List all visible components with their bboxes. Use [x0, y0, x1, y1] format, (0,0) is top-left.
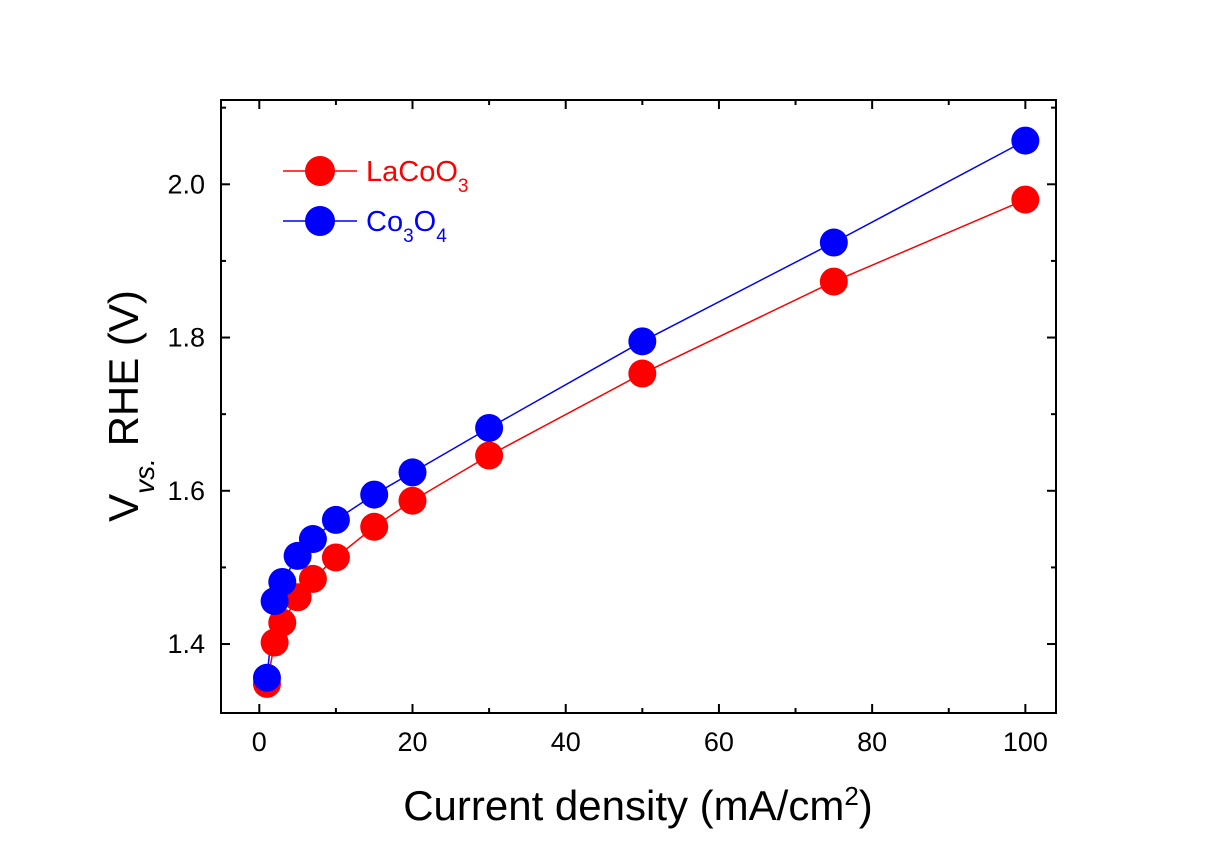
axis-ticks: 0 20 40 60 80 100 1.4 1.6 1.8 2.0: [167, 100, 1056, 757]
series-line-0: [266, 198, 1026, 685]
data-point-series-0: [819, 267, 848, 296]
data-point-series-1: [298, 525, 327, 554]
data-point-series-0: [398, 486, 427, 515]
data-point-series-1: [268, 567, 297, 596]
y-tick-label: 1.6: [167, 476, 205, 506]
plot-frame: [220, 99, 1057, 714]
x-tick-label: 60: [704, 727, 734, 757]
data-point-series-1: [628, 327, 657, 356]
legend-label-co3o4: Co3O4: [366, 206, 447, 247]
data-point-series-0: [298, 564, 327, 593]
x-tick-label: 80: [857, 727, 887, 757]
data-point-series-0: [475, 441, 504, 470]
x-tick-label: 0: [252, 727, 267, 757]
x-tick-label: 40: [551, 727, 581, 757]
data-point-series-0: [1011, 185, 1040, 214]
data-point-series-1: [360, 480, 389, 509]
legend-item-co3o4: Co3O4: [283, 206, 447, 247]
data-point-series-1: [252, 663, 281, 692]
y-tick-label: 1.8: [167, 323, 205, 353]
data-point-series-0: [321, 543, 350, 572]
data-point-series-1: [475, 413, 504, 442]
legend-marker-lacoo3: [305, 156, 335, 186]
y-tick-label: 2.0: [167, 169, 205, 199]
legend-marker-co3o4: [305, 206, 335, 236]
legend-label-lacoo3: LaCoO3: [366, 156, 468, 197]
x-axis-title: Current density (mA/cm2): [403, 781, 873, 829]
x-tick-label: 20: [397, 727, 427, 757]
data-point-series-1: [819, 228, 848, 257]
data-point-series-0: [268, 608, 297, 637]
series-points: [252, 126, 1040, 698]
x-tick-label: 100: [1003, 727, 1048, 757]
y-tick-label: 1.4: [167, 629, 205, 659]
legend: LaCoO3 Co3O4: [283, 156, 468, 247]
data-point-series-1: [321, 505, 350, 534]
data-point-series-0: [360, 512, 389, 541]
data-point-series-1: [1011, 126, 1040, 155]
data-point-series-0: [628, 359, 657, 388]
data-point-series-1: [398, 458, 427, 487]
y-axis-title: Vvs. RHE (V): [100, 290, 160, 522]
legend-item-lacoo3: LaCoO3: [283, 156, 468, 197]
